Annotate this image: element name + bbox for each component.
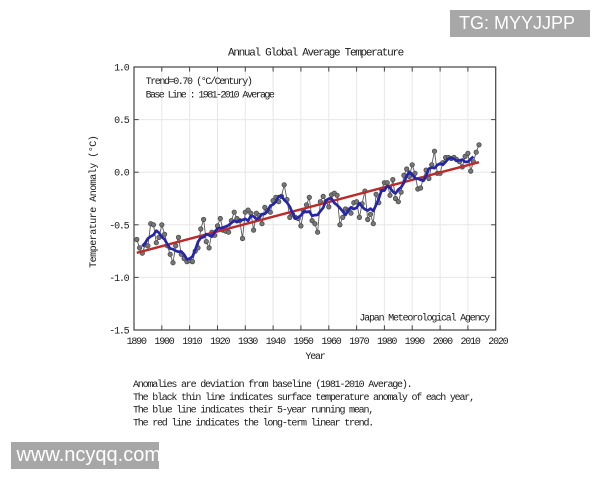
svg-text:1910: 1910	[182, 337, 202, 348]
svg-text:Base Line : 1981-2010 Average: Base Line : 1981-2010 Average	[146, 90, 275, 102]
svg-text:Year: Year	[305, 352, 325, 363]
svg-text:1920: 1920	[210, 337, 230, 348]
svg-text:0.5: 0.5	[114, 116, 130, 127]
svg-text:2020: 2020	[488, 337, 508, 348]
svg-text:Japan Meteorological Agency: Japan Meteorological Agency	[359, 313, 490, 325]
svg-text:The black thin line indicates: The black thin line indicates surface te…	[133, 392, 474, 404]
svg-text:1890: 1890	[127, 337, 147, 348]
svg-text:Anomalies are deviation from b: Anomalies are deviation from baseline (1…	[133, 379, 411, 391]
svg-text:1940: 1940	[266, 337, 286, 348]
svg-text:-0.5: -0.5	[109, 221, 129, 232]
svg-text:-1.5: -1.5	[109, 327, 129, 338]
svg-text:Annual Global Average Temperat: Annual Global Average Temperature	[228, 48, 404, 60]
svg-text:1900: 1900	[154, 337, 174, 348]
svg-text:The blue line indicates their: The blue line indicates their 5-year run…	[133, 405, 373, 417]
svg-text:1990: 1990	[405, 337, 425, 348]
svg-text:Trend=0.70 (°C/Century): Trend=0.70 (°C/Century)	[146, 76, 252, 88]
svg-text:1950: 1950	[293, 337, 313, 348]
svg-text:0.0: 0.0	[114, 169, 130, 180]
svg-text:1930: 1930	[238, 337, 258, 348]
svg-text:The red line indicates the lon: The red line indicates the long-term lin…	[133, 418, 373, 430]
svg-text:2000: 2000	[433, 337, 453, 348]
svg-text:Temperature Anomaly (°C): Temperature Anomaly (°C)	[88, 136, 100, 268]
svg-text:1980: 1980	[377, 337, 397, 348]
svg-text:1.0: 1.0	[114, 64, 130, 75]
svg-text:1970: 1970	[349, 337, 369, 348]
svg-text:1960: 1960	[321, 337, 341, 348]
svg-text:2010: 2010	[460, 337, 480, 348]
svg-text:-1.0: -1.0	[109, 274, 129, 285]
